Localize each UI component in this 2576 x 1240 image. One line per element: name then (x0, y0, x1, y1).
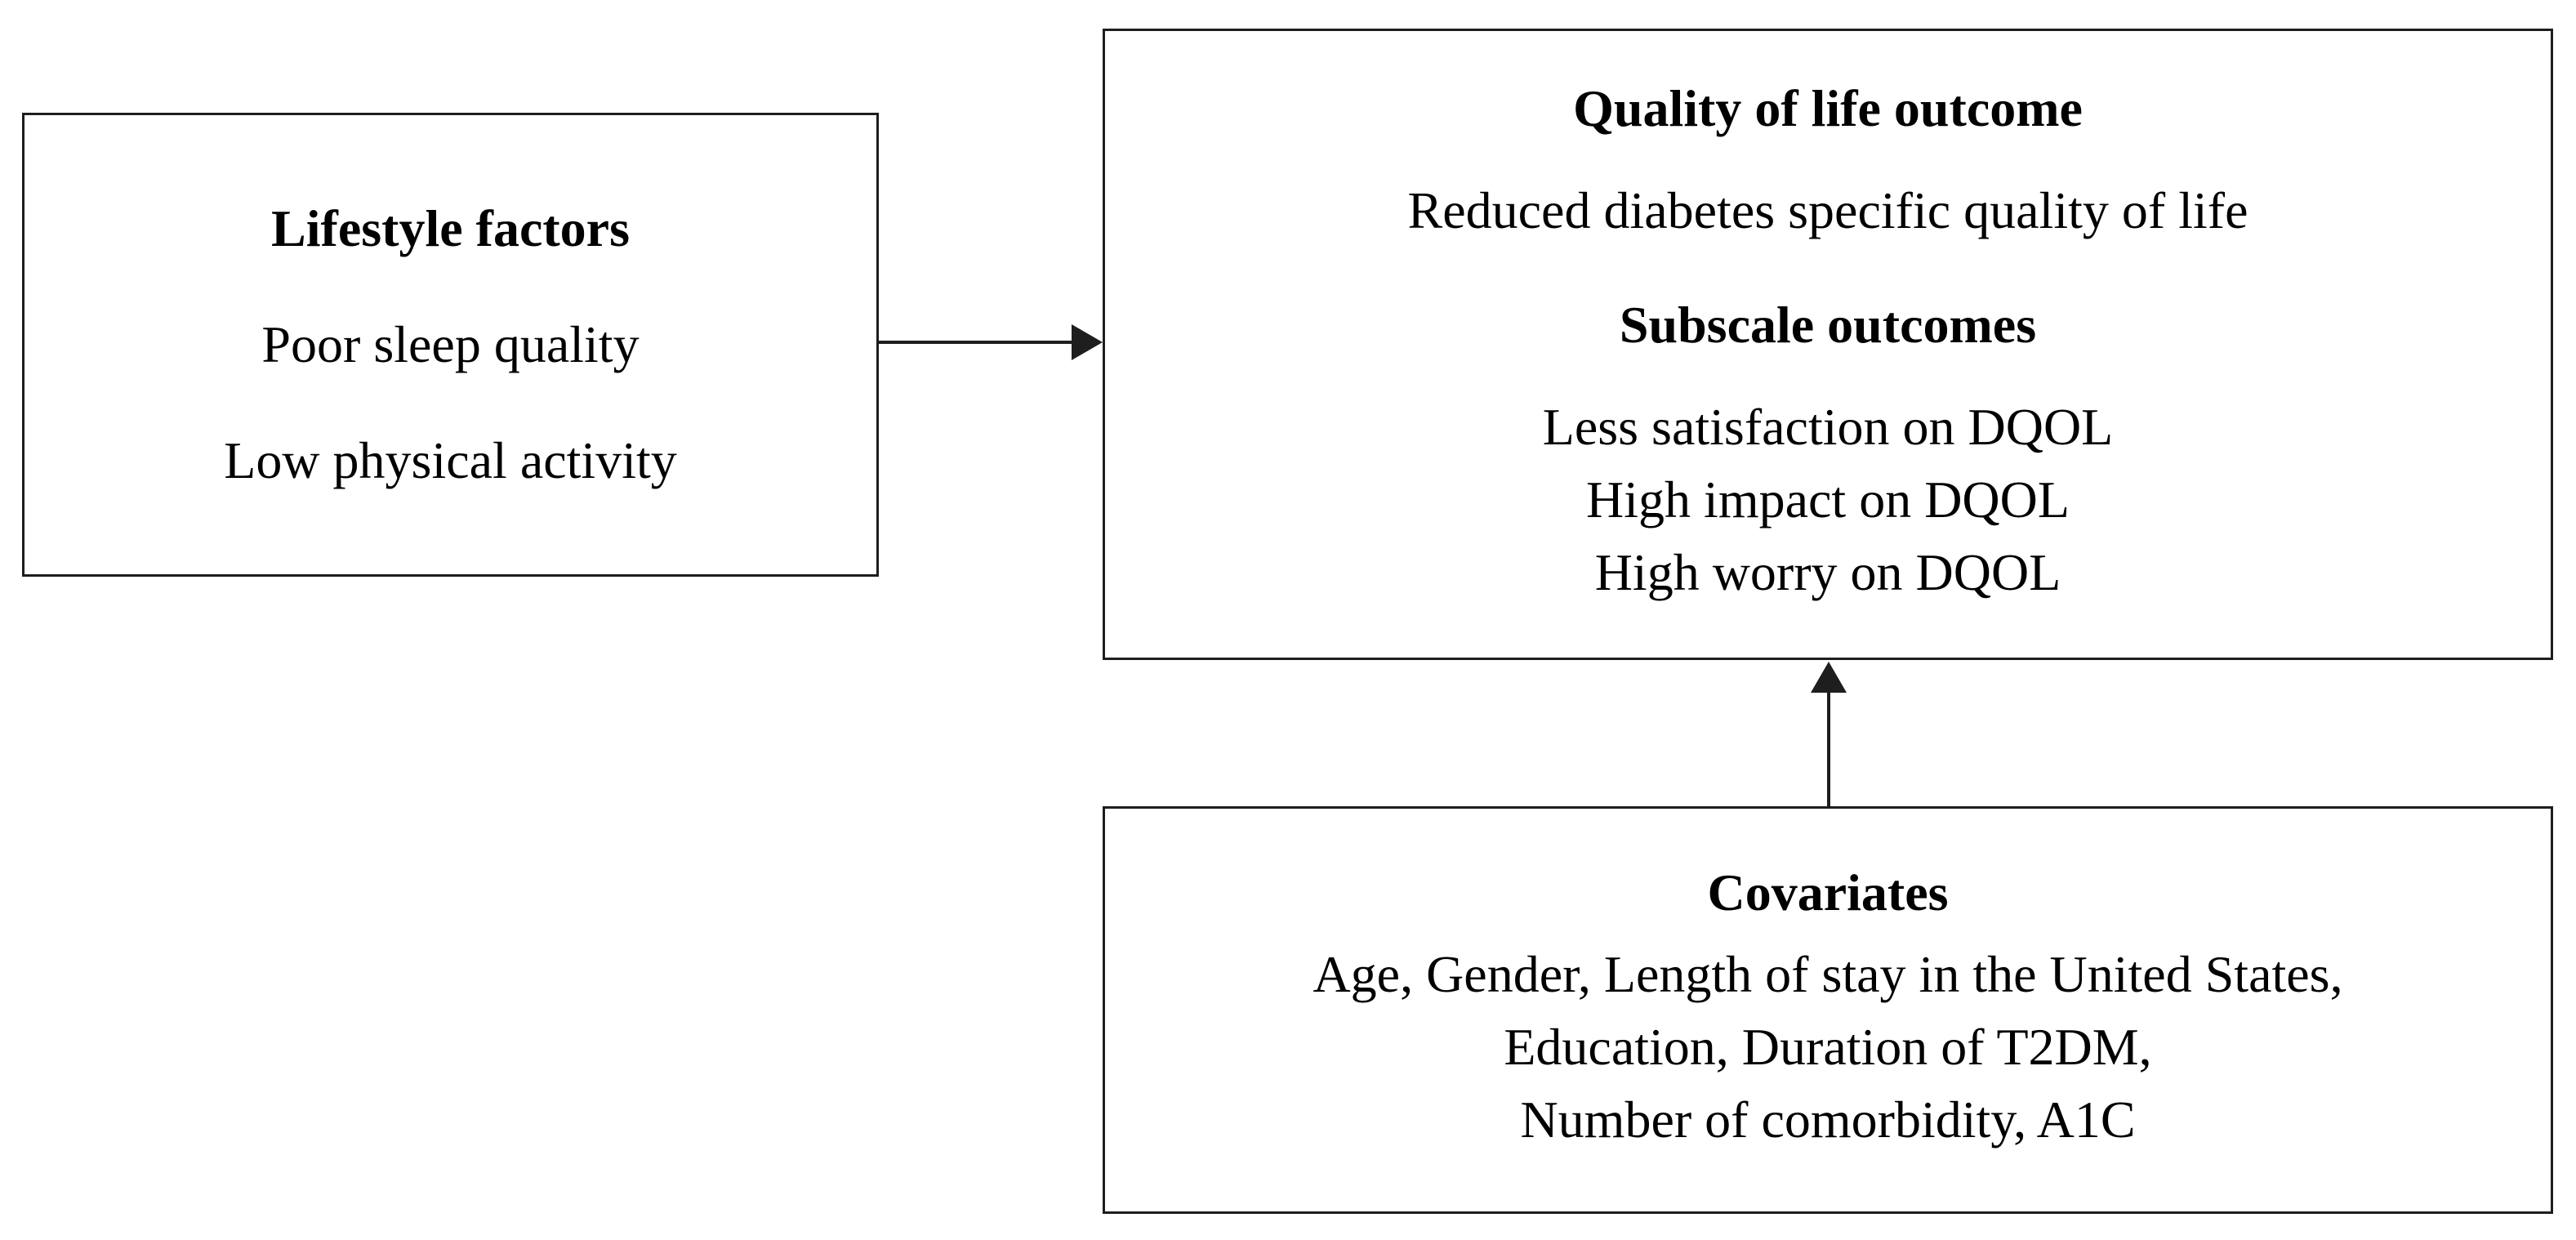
qol-subscale-satisfaction: Less satisfaction on DQOL (1542, 398, 2114, 456)
covariates-line-1: Age, Gender, Length of stay in the Unite… (1313, 945, 2343, 1003)
covariates-line-3: Number of comorbidity, A1C (1520, 1091, 2136, 1149)
arrowhead-right-icon (1072, 324, 1103, 360)
qol-box-title: Quality of life outcome (1573, 79, 2083, 137)
qol-subscale-list: Less satisfaction on DQOL High impact on… (1543, 390, 2114, 609)
quality-of-life-outcome-box: Quality of life outcome Reduced diabetes… (1103, 29, 2553, 660)
covariates-list: Age, Gender, Length of stay in the Unite… (1313, 938, 2342, 1156)
qol-description: Reduced diabetes specific quality of lif… (1407, 181, 2248, 239)
lifestyle-item-activity: Low physical activity (224, 431, 677, 489)
qol-subscale-title: Subscale outcomes (1619, 296, 2037, 354)
covariates-box: Covariates Age, Gender, Length of stay i… (1103, 806, 2553, 1214)
arrow-covariates-to-qol-shaft (1827, 686, 1830, 806)
lifestyle-item-sleep: Poor sleep quality (261, 315, 640, 373)
lifestyle-factors-box: Lifestyle factors Poor sleep quality Low… (22, 113, 879, 577)
arrowhead-up-icon (1811, 662, 1847, 693)
covariates-line-2: Education, Duration of T2DM, (1504, 1018, 2152, 1076)
qol-subscale-impact: High impact on DQOL (1586, 471, 2070, 529)
lifestyle-box-title: Lifestyle factors (271, 199, 630, 257)
arrow-lifestyle-to-qol-shaft (879, 341, 1075, 344)
covariates-box-title: Covariates (1707, 863, 1949, 921)
qol-subscale-worry: High worry on DQOL (1594, 543, 2061, 601)
